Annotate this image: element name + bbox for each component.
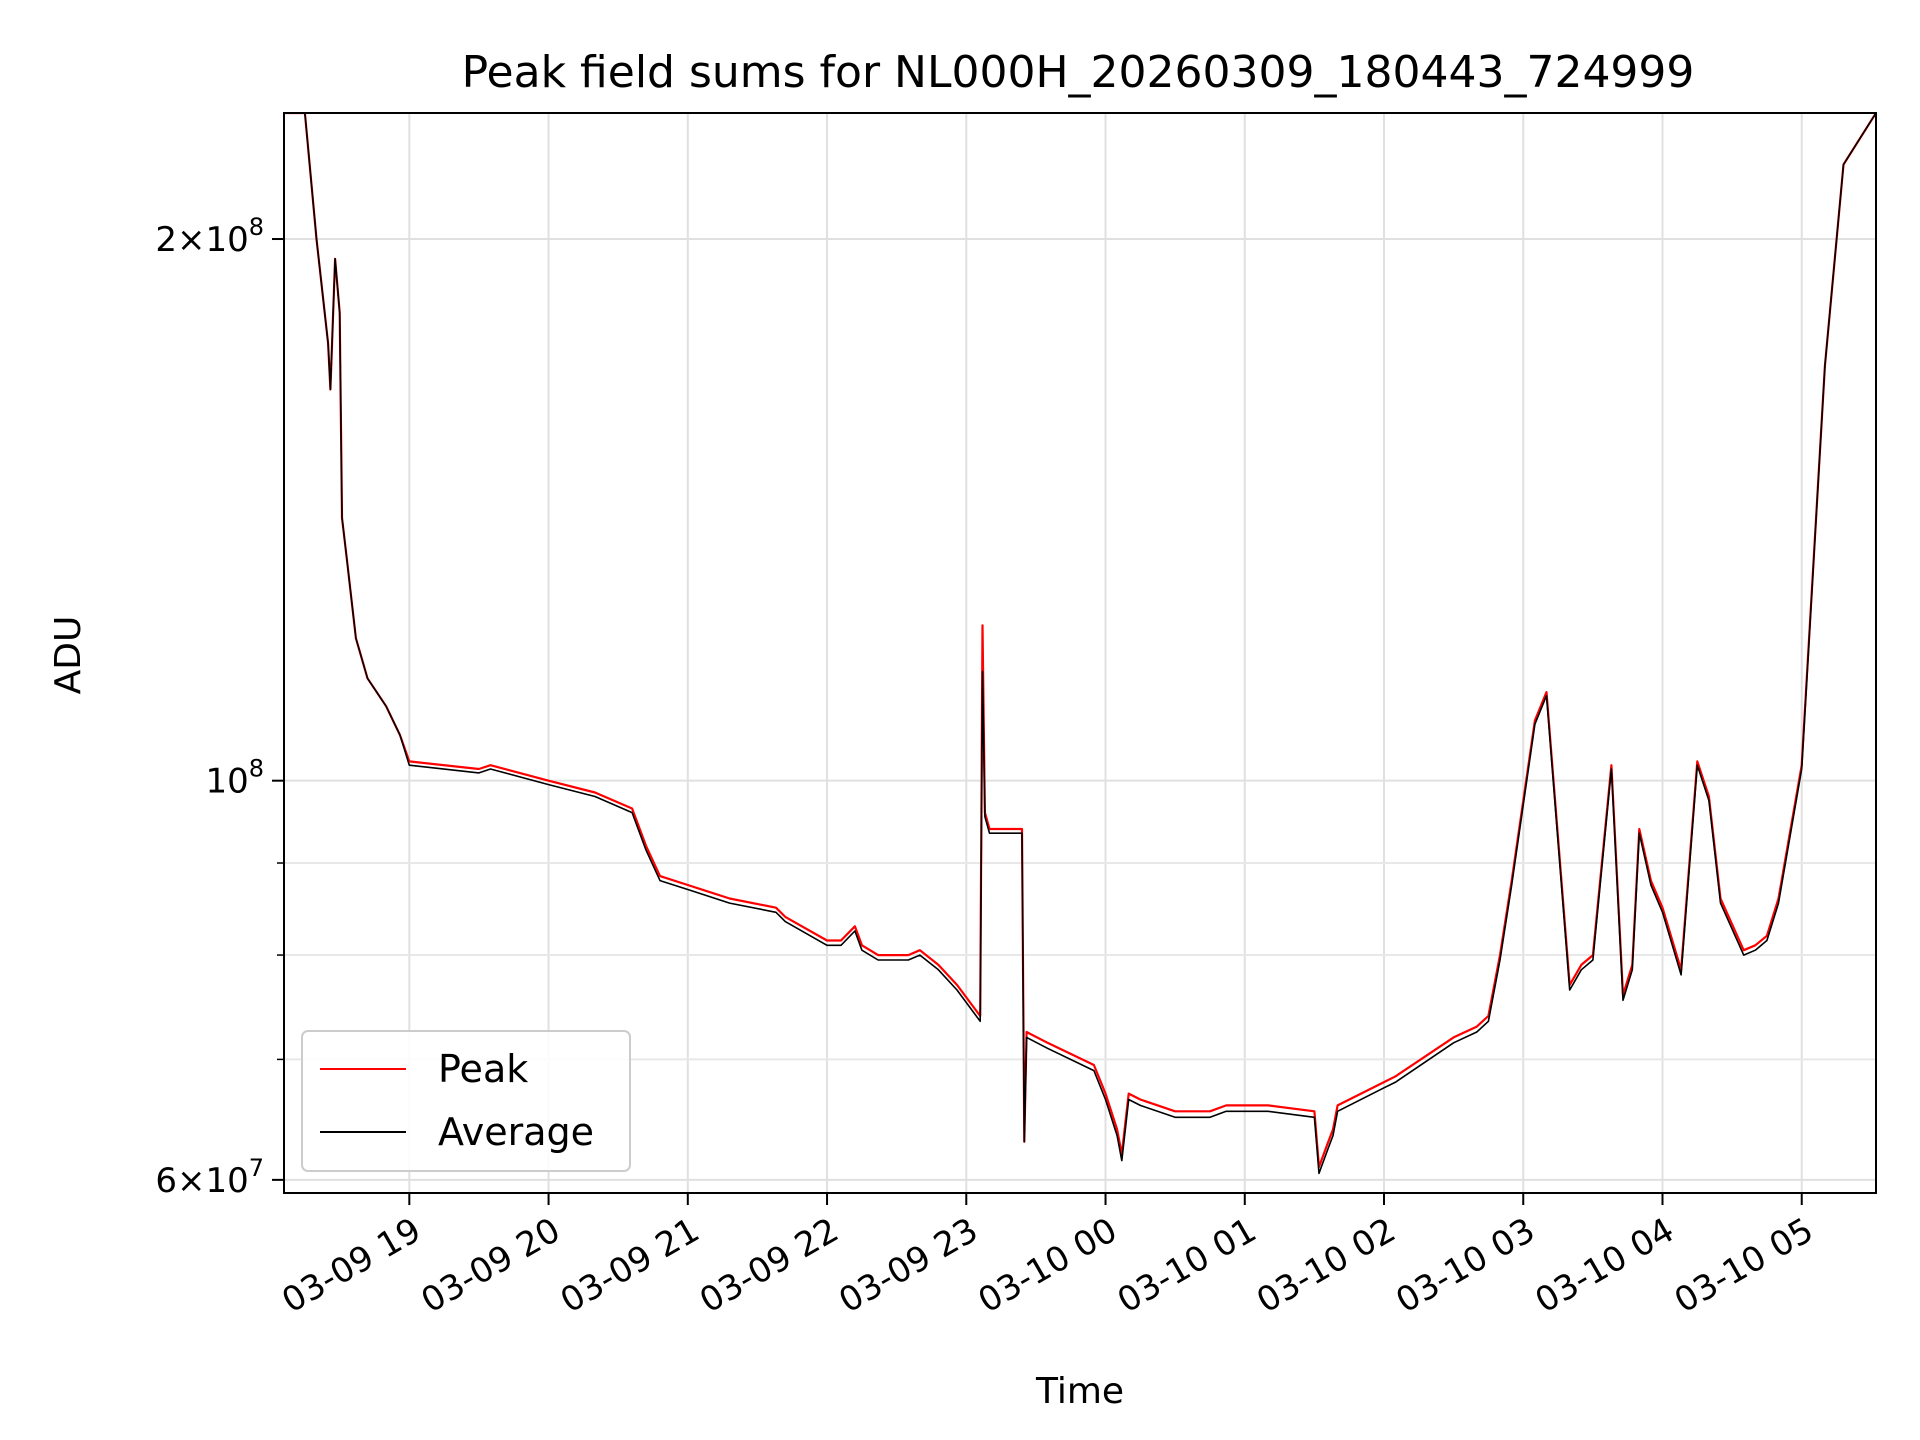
y-axis-title: ADU: [48, 616, 89, 695]
legend-label-peak: Peak: [438, 1047, 528, 1091]
legend-box: [301, 1030, 631, 1172]
legend-label-average: Average: [438, 1110, 594, 1154]
y-tick-label: 6×107: [155, 1154, 264, 1201]
series-line-average: [284, 113, 1876, 1175]
plot-frame: [283, 112, 1877, 1194]
y-axis-ticks: 6×107 108 2×108: [155, 213, 284, 1201]
y-tick-label: 108: [205, 755, 264, 802]
x-axis-title: Time: [1035, 1371, 1124, 1412]
y-tick-label: 2×108: [155, 213, 264, 260]
chart-title: Peak field sums for NL000H_20260309_1804…: [462, 47, 1695, 98]
legend: Peak Average: [301, 1030, 631, 1172]
